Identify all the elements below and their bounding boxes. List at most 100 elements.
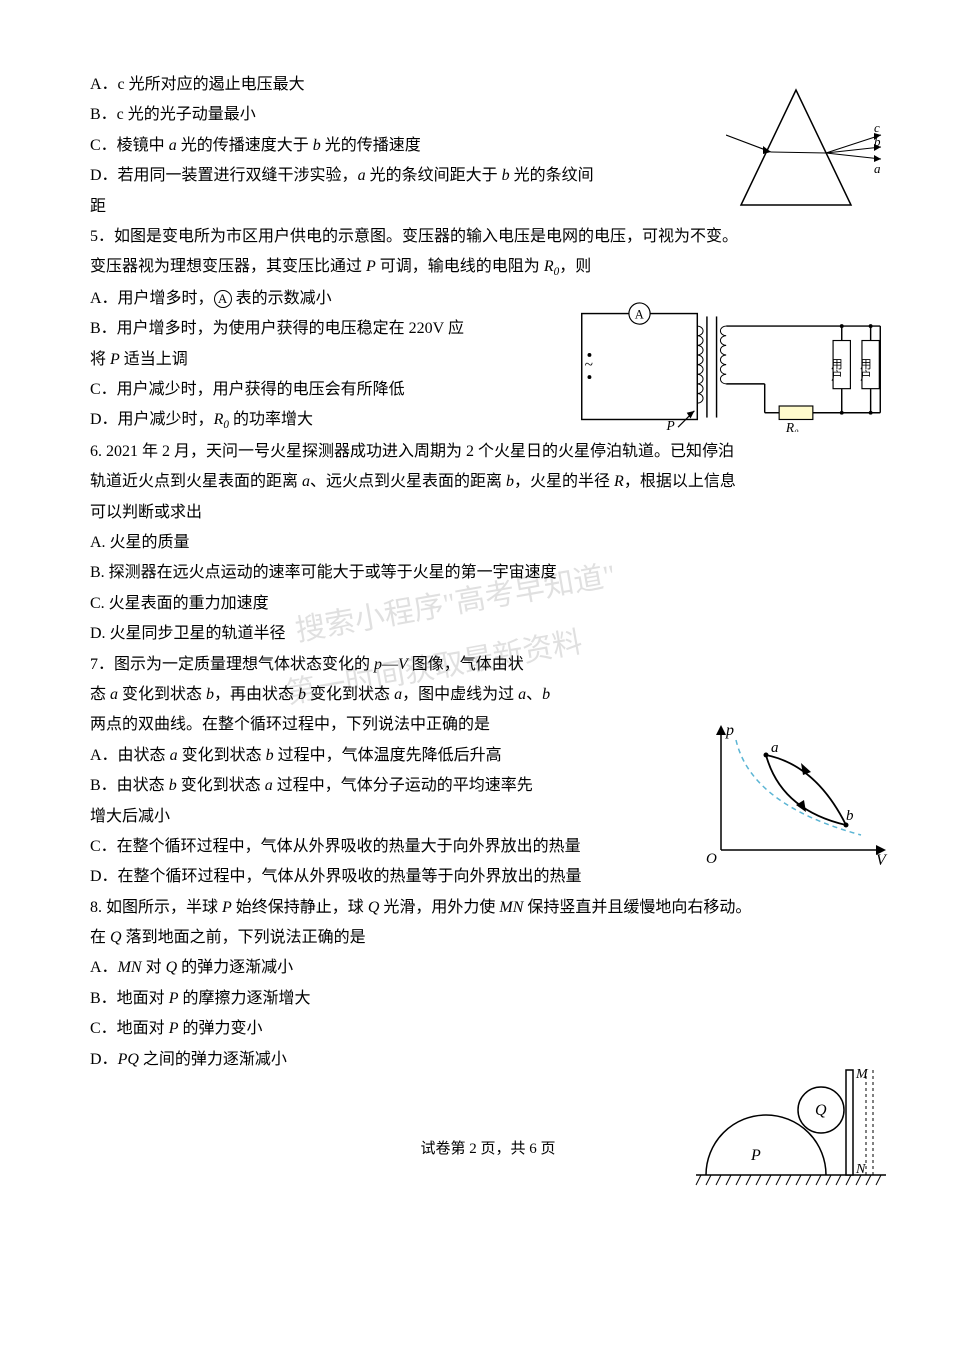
q4-optA: A．c 光所对应的遏止电压最大 (90, 70, 886, 100)
q7-a1: a (110, 686, 118, 703)
q8-optD: D．PQ 之间的弹力逐渐减小 (90, 1045, 886, 1075)
q4-optD-mid: 光的条纹间距大于 (366, 167, 502, 184)
q4-optD-line2: 距 (90, 192, 886, 222)
q7-optB-mid: 变化到状态 (177, 777, 265, 794)
q8-P1: P (222, 899, 232, 916)
q4-optC: C．棱镜中 a 光的传播速度大于 b 光的传播速度 (90, 131, 886, 161)
q7-mid3: 变化到状态 (306, 686, 394, 703)
q5-optC: C．用户减少时，用户获得的电压会有所降低 (90, 375, 886, 405)
q7-a2: a (394, 686, 402, 703)
q7-stem1-dash: — (382, 656, 398, 673)
q8-optA-Q: Q (166, 959, 178, 976)
q7-optA-a: a (170, 747, 178, 764)
q7-optB-a: a (265, 777, 273, 794)
q7-optA-mid: 变化到状态 (178, 747, 266, 764)
q6-stem2-b: b (506, 473, 514, 490)
q7-mid4: ，图中虚线为过 (402, 686, 518, 703)
q4-optD-a: a (358, 167, 366, 184)
q7-a3: a (518, 686, 526, 703)
q5-optB-line2-P: P (110, 351, 120, 368)
q8-optA-mid: 对 (142, 959, 166, 976)
q7-stem1: 7．图示为一定质量理想气体状态变化的 p—V 图像，气体由状 (90, 650, 886, 680)
q7-optA: A．由状态 a 变化到状态 b 过程中，气体温度先降低后升高 (90, 741, 886, 771)
q7-optA-pre: A．由状态 (90, 747, 170, 764)
q5-optA: A．用户增多时，A 表的示数减小 (90, 284, 886, 314)
q4-optB: B．c 光的光子动量最小 (90, 100, 886, 130)
q8-Q1: Q (368, 899, 380, 916)
q8-optA: A．MN 对 Q 的弹力逐渐减小 (90, 953, 886, 983)
q8-optC-pre: C．地面对 (90, 1020, 169, 1037)
q4-optD-pre: D．若用同一装置进行双缝干涉实验， (90, 167, 358, 184)
q7-stem2-pre: 态 (90, 686, 110, 703)
q7-mid1: 变化到状态 (118, 686, 206, 703)
q8-optC-post: 的弹力变小 (178, 1020, 262, 1037)
q7-b1: b (206, 686, 214, 703)
q7-stem2: 态 a 变化到状态 b，再由状态 b 变化到状态 a，图中虚线为过 a、b (90, 680, 886, 710)
q8-optB-P: P (169, 990, 179, 1007)
q7-stem1-post: 图像，气体由状 (408, 656, 524, 673)
q8-stem2: 在 Q 落到地面之前，下列说法正确的是 (90, 923, 886, 953)
q6-optB: B. 探测器在远火点运动的速率可能大于或等于火星的第一宇宙速度 (90, 558, 886, 588)
q7-stem1-v: V (398, 656, 408, 673)
q4-optD-b: b (502, 167, 510, 184)
q6-stem2-post: ，根据以上信息 (624, 473, 736, 490)
q6-stem3: 可以判断或求出 (90, 498, 886, 528)
q7-optC: C．在整个循环过程中，气体从外界吸收的热量大于向外界放出的热量 (90, 832, 886, 862)
q8-optA-post: 的弹力逐渐减小 (177, 959, 293, 976)
q8-optA-MN: MN (118, 959, 142, 976)
q7-optB: B．由状态 b 变化到状态 a 过程中，气体分子运动的平均速率先 (90, 771, 886, 801)
q4-optD-post: 光的条纹间 (510, 167, 594, 184)
q6-optA: A. 火星的质量 (90, 528, 886, 558)
q7-stem1-p: p (374, 656, 382, 673)
q7-optA-b: b (266, 747, 274, 764)
q8-optB: B．地面对 P 的摩擦力逐渐增大 (90, 984, 886, 1014)
q5-optB-line2: 将 P 适当上调 (90, 345, 886, 375)
q4-optC-b: b (313, 137, 321, 154)
q5-stem1: 5．如图是变电所为市区用户供电的示意图。变压器的输入电压是电网的电压，可视为不变… (90, 222, 886, 252)
q4-optC-mid: 光的传播速度大于 (177, 137, 313, 154)
q7-optD: D．在整个循环过程中，气体从外界吸收的热量等于向外界放出的热量 (90, 862, 886, 892)
ammeter-symbol: A (214, 290, 232, 308)
q7-mid2: ，再由状态 (214, 686, 298, 703)
q7-stem1-pre: 7．图示为一定质量理想气体状态变化的 (90, 656, 374, 673)
q8-mid2: 光滑，用外力使 (379, 899, 499, 916)
q7-b3: b (542, 686, 550, 703)
q8-stem2-pre: 在 (90, 929, 110, 946)
q5-optA-pre: A．用户增多时， (90, 290, 214, 307)
q5-optA-post: 表的示数减小 (232, 290, 332, 307)
q6-stem2-a: a (302, 473, 310, 490)
q8-optD-post: 之间的弹力逐渐减小 (139, 1051, 287, 1068)
q5-stem2-post: ，则 (559, 258, 591, 275)
q7-optB-b: b (169, 777, 177, 794)
q6-optD: D. 火星同步卫星的轨道半径 (90, 619, 886, 649)
q5-stem2: 变压器视为理想变压器，其变压比通过 P 可调，输电线的电阻为 R0，则 (90, 252, 886, 283)
q8-post1: 保持竖直并且缓慢地向右移动。 (523, 899, 751, 916)
q5-stem2-pre: 变压器视为理想变压器，其变压比通过 (90, 258, 366, 275)
q8-optD-PQ: PQ (118, 1051, 139, 1068)
q8-MN1: MN (499, 899, 523, 916)
q8-mid1: 始终保持静止，球 (232, 899, 368, 916)
q5-optB-line2-post: 适当上调 (120, 351, 188, 368)
q4-optD: D．若用同一装置进行双缝干涉实验，a 光的条纹间距大于 b 光的条纹间 (90, 161, 886, 191)
q4-optC-post: 光的传播速度 (321, 137, 421, 154)
q8-stem2-post: 落到地面之前，下列说法正确的是 (122, 929, 366, 946)
q6-stem2: 轨道近火点到火星表面的距离 a、远火点到火星表面的距离 b，火星的半径 R，根据… (90, 467, 886, 497)
q5-optB: B．用户增多时，为使用户获得的电压稳定在 220V 应 (90, 314, 886, 344)
q6-stem2-mid2: ，火星的半径 (514, 473, 614, 490)
q8-Q2: Q (110, 929, 122, 946)
q4-optC-pre: C．棱镜中 (90, 137, 169, 154)
q7-optA-post: 过程中，气体温度先降低后升高 (274, 747, 502, 764)
q6-stem2-pre: 轨道近火点到火星表面的距离 (90, 473, 302, 490)
q5-optD-post: 的功率增大 (229, 411, 313, 428)
q7-mid5: 、 (526, 686, 542, 703)
q5-optD-R: R (214, 411, 224, 428)
q7-optB-post: 过程中，气体分子运动的平均速率先 (273, 777, 533, 794)
q5-optD-pre: D．用户减少时， (90, 411, 214, 428)
q5-stem2-R: R (544, 258, 554, 275)
q7-stem3: 两点的双曲线。在整个循环过程中，下列说法中正确的是 (90, 710, 886, 740)
q8-optC: C．地面对 P 的弹力变小 (90, 1014, 886, 1044)
q8-optC-P: P (169, 1020, 179, 1037)
sphere-N-label: N (855, 1162, 866, 1177)
q8-optB-pre: B．地面对 (90, 990, 169, 1007)
q5-optB-line2-pre: 将 (90, 351, 110, 368)
